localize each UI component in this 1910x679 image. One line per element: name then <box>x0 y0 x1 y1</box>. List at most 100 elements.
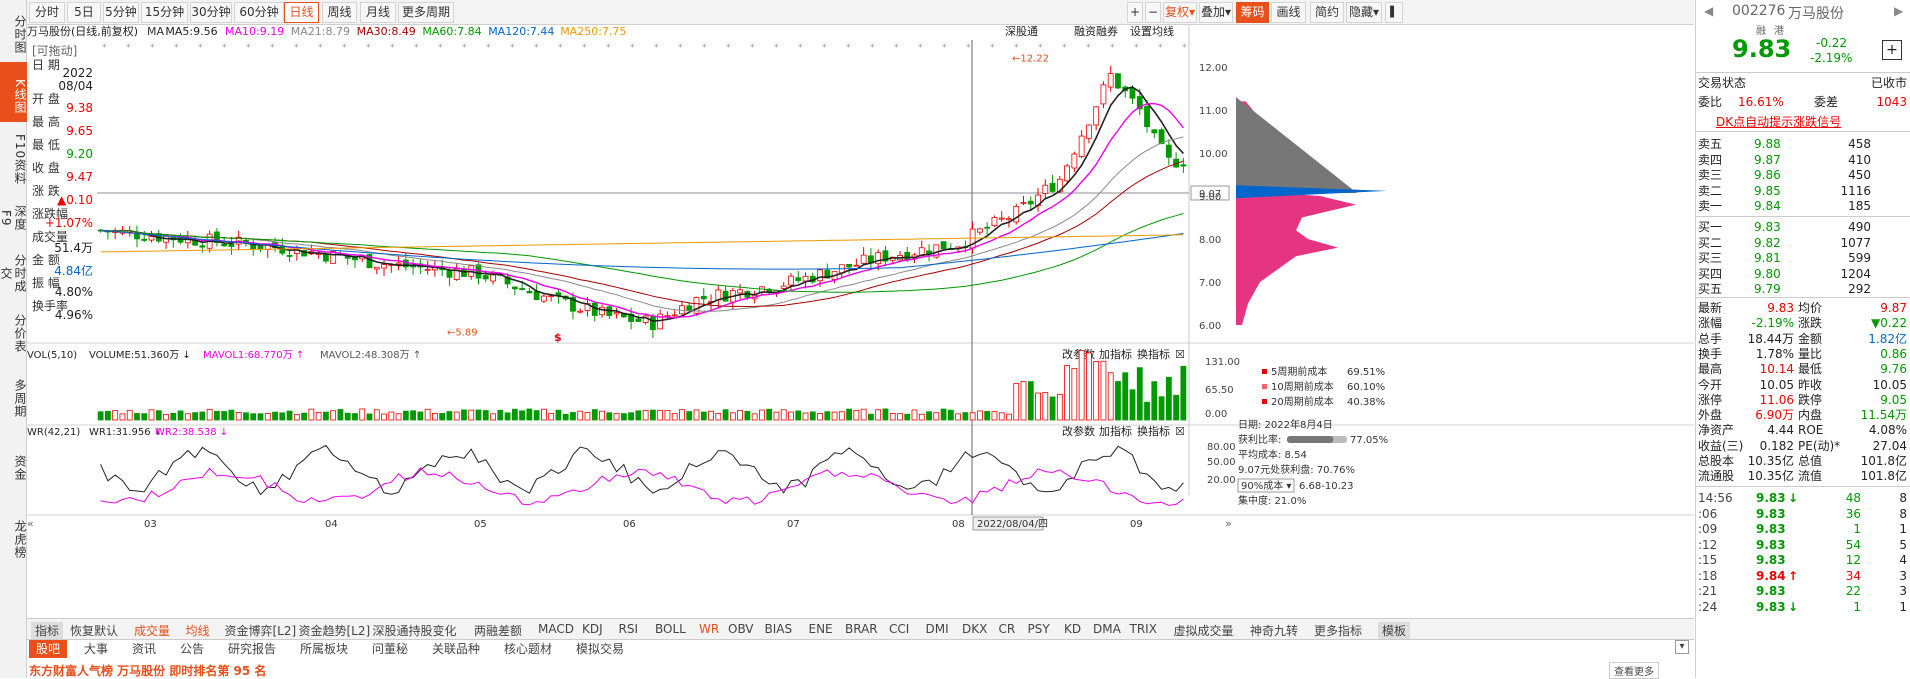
indicator-tab-15[interactable]: ENE <box>808 622 833 636</box>
indicator-tab-28[interactable]: 模板 <box>1378 622 1411 639</box>
news-headline[interactable]: 东方财富人气榜 万马股份 即时排名第 95 名 <box>29 664 267 678</box>
period-8[interactable]: 月线 <box>360 2 396 23</box>
collapse-panel-button[interactable]: ▌ <box>1385 2 1403 23</box>
quote-prev-icon[interactable]: ◀ <box>1704 4 1714 18</box>
indicator-tab-7[interactable]: 两融差额 <box>474 624 523 638</box>
vol-axis-1: 65.50 <box>1205 385 1234 396</box>
bids-row-2[interactable]: 买三 9.81 599 <box>1696 250 1910 266</box>
bids-row-4[interactable]: 买五 9.79 292 <box>1696 281 1910 297</box>
volume-bar <box>1049 396 1056 421</box>
indicator-tab-4[interactable]: 资金博弈[L2] <box>224 624 297 638</box>
left-nav-item-3[interactable]: 深度F9 <box>0 205 27 231</box>
indicator-tab-27[interactable]: 更多指标 <box>1314 624 1363 638</box>
scroll-right-icon: » <box>1225 517 1232 530</box>
left-nav-item-4[interactable]: 分时成交 <box>0 253 27 293</box>
kline-chart[interactable]: 万马股份(日线,前复权) MA MA5:9.56 MA10:9.19 MA21:8.79… <box>27 25 1694 615</box>
indicator-tab-0[interactable]: 指标 <box>31 622 64 639</box>
left-nav-item-5[interactable]: 分价表 <box>13 313 27 353</box>
period-6[interactable]: 日线 <box>284 2 319 23</box>
quote-panel: ◀ 002276 万马股份 ▶ 融港 9.83 -0.22 -2.19% + 交易状态 已收市 委比 1… <box>1695 0 1910 678</box>
news-tab-8[interactable]: 核心题材 <box>504 642 553 656</box>
indicator-tab-19[interactable]: DKX <box>962 622 988 636</box>
toolbar-btn-5[interactable]: 画线 <box>1271 2 1306 23</box>
indicator-tab-26[interactable]: 神奇九转 <box>1250 624 1299 638</box>
bids-row-3[interactable]: 买四 9.80 1204 <box>1696 266 1910 282</box>
period-5[interactable]: 60分钟 <box>234 2 284 23</box>
indicator-tab-21[interactable]: PSY <box>1027 622 1050 636</box>
news-more-link[interactable]: 查看更多 <box>1609 662 1659 679</box>
news-collapse-icon[interactable]: ▾ <box>1675 640 1689 654</box>
news-tab-1[interactable]: 大事 <box>84 642 109 656</box>
indicator-tab-2[interactable]: 成交量 <box>134 624 171 638</box>
indicator-tab-11[interactable]: BOLL <box>655 622 686 636</box>
asks-row-1[interactable]: 卖四 9.87 410 <box>1696 152 1910 168</box>
toolbar-btn-4[interactable]: 筹码 <box>1236 2 1269 23</box>
indicator-tab-6[interactable]: 深股通持股变化 <box>372 624 457 638</box>
left-nav-item-7[interactable]: 资金 <box>13 455 27 481</box>
period-2[interactable]: 5分钟 <box>103 2 139 23</box>
left-nav-item-6[interactable]: 多周期 <box>13 378 27 418</box>
bids-row-1[interactable]: 买二 9.82 1077 <box>1696 235 1910 251</box>
indicator-tab-8[interactable]: MACD <box>538 622 574 636</box>
left-nav-item-1[interactable]: K线图 <box>0 62 27 122</box>
news-tab-9[interactable]: 模拟交易 <box>576 642 625 656</box>
news-tab-2[interactable]: 资讯 <box>132 642 157 656</box>
indicator-tab-10[interactable]: RSI <box>618 622 639 636</box>
tick-count: 8 <box>1899 491 1907 505</box>
toolbar-btn-3[interactable]: 叠加▾ <box>1199 2 1233 23</box>
price-axis-label-6: 7.00 <box>1199 278 1221 289</box>
volume-bar <box>381 413 387 421</box>
indicator-tab-24[interactable]: TRIX <box>1129 622 1157 636</box>
candle-body <box>141 238 148 241</box>
indicator-tab-25[interactable]: 虚拟成交量 <box>1173 624 1234 638</box>
news-tab-4[interactable]: 研究报告 <box>228 642 277 656</box>
left-nav-item-0[interactable]: 分时图 <box>13 14 27 54</box>
period-9[interactable]: 更多周期 <box>398 2 454 23</box>
indicator-tab-9[interactable]: KDJ <box>582 622 603 636</box>
period-4[interactable]: 30分钟 <box>190 2 232 23</box>
indicator-tab-22[interactable]: KD <box>1064 622 1082 636</box>
indicator-tab-13[interactable]: OBV <box>728 622 754 636</box>
candle-body <box>700 295 707 300</box>
indicator-tab-18[interactable]: DMI <box>925 622 949 636</box>
indicator-tab-5[interactable]: 资金趋势[L2] <box>298 624 371 638</box>
indicator-tab-16[interactable]: BRAR <box>845 622 878 636</box>
bids-label: 买四 <box>1698 266 1723 281</box>
event-mark: * <box>966 43 971 53</box>
volume-bar <box>809 411 816 421</box>
toolbar-btn-7[interactable]: 隐藏▾ <box>1346 2 1382 23</box>
asks-row-0[interactable]: 卖五 9.88 458 <box>1696 136 1910 152</box>
news-tab-0[interactable]: 股吧 <box>29 640 68 658</box>
quote-next-icon[interactable]: ▶ <box>1894 4 1904 18</box>
bids-row-0[interactable]: 买一 9.83 490 <box>1696 219 1910 235</box>
indicator-tab-20[interactable]: CR <box>998 622 1016 636</box>
news-tab-3[interactable]: 公告 <box>180 642 205 656</box>
drag-hint[interactable]: [可拖动] <box>32 44 78 58</box>
left-nav-item-8[interactable]: 龙虎榜 <box>13 519 27 559</box>
asks-row-2[interactable]: 卖三 9.86 450 <box>1696 167 1910 183</box>
asks-row-4[interactable]: 卖一 9.84 185 <box>1696 198 1910 214</box>
left-nav-item-2[interactable]: F10资料 <box>13 134 27 186</box>
news-tab-7[interactable]: 关联品种 <box>432 642 481 656</box>
indicator-tab-3[interactable]: 均线 <box>185 624 210 638</box>
indicator-tab-23[interactable]: DMA <box>1093 622 1121 636</box>
add-watchlist-icon[interactable]: + <box>1882 40 1902 60</box>
toolbar-btn-1[interactable]: − <box>1145 2 1161 23</box>
news-tab-5[interactable]: 所属板块 <box>300 642 349 656</box>
volume-bar <box>264 412 271 421</box>
indicator-tab-14[interactable]: BIAS <box>764 622 793 636</box>
indicator-tab-1[interactable]: 恢复默认 <box>70 624 119 638</box>
asks-row-3[interactable]: 卖二 9.85 1116 <box>1696 183 1910 199</box>
toolbar-btn-2[interactable]: 复权▾ <box>1163 2 1197 23</box>
toolbar-btn-6[interactable]: 简约 <box>1310 2 1344 23</box>
period-0[interactable]: 分时 <box>29 2 65 23</box>
period-7[interactable]: 周线 <box>322 2 357 23</box>
news-tab-6[interactable]: 问董秘 <box>372 642 409 656</box>
period-3[interactable]: 15分钟 <box>141 2 188 23</box>
toolbar-btn-0[interactable]: + <box>1127 2 1143 23</box>
stat-value-a: 4.44 <box>1767 423 1794 438</box>
indicator-tab-17[interactable]: CCI <box>889 622 910 636</box>
dk-signal-link[interactable]: DK点自动提示涨跌信号 <box>1716 115 1842 129</box>
period-1[interactable]: 5日 <box>67 2 101 23</box>
indicator-tab-12[interactable]: WR <box>699 622 720 636</box>
